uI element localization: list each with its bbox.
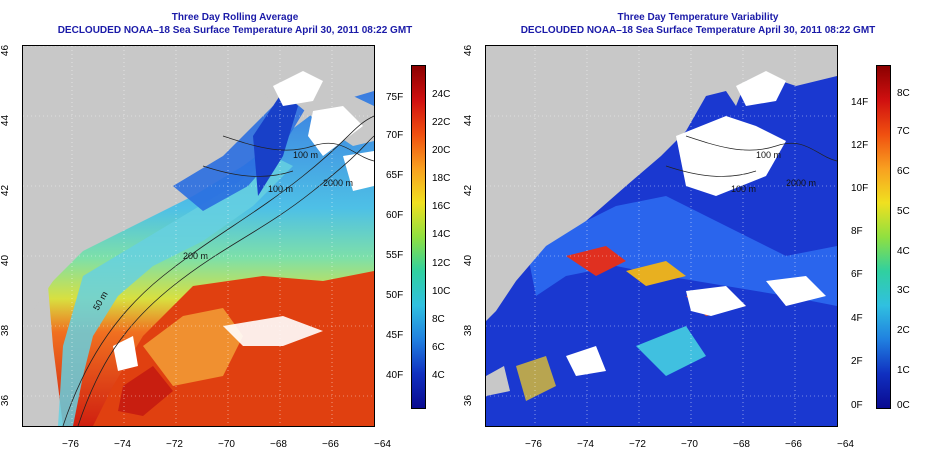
colorbar-c-label: 16C [432,201,451,212]
isobath-label: 2000 m [786,178,816,188]
colorbar-f-label: 75F [386,92,404,103]
colorbar-c-label: 4C [432,370,445,381]
variability-colorbar [876,65,891,409]
colorbar-c-label: 8C [897,88,910,99]
lat-tick: 38 [0,324,12,337]
lon-tick: −70 [681,439,698,450]
lon-tick: −70 [218,439,235,450]
colorbar-c-label: 10C [432,286,451,297]
lat-tick: 40 [0,254,12,267]
sst-average-map-svg: 100 m 100 m 2000 m 200 m 50 m [23,46,374,426]
colorbar-c-label: 6C [432,342,445,353]
colorbar-f-label: 50F [386,290,404,301]
sst-variability-map[interactable]: 100 m 100 m 2000 m [485,45,838,427]
right-panel: Three Day Temperature Variability DECLOU… [463,0,933,475]
colorbar-c-label: 20C [432,145,451,156]
lon-tick: −68 [733,439,750,450]
colorbar-f-label: 4F [851,313,863,324]
colorbar-c-label: 4C [897,246,910,257]
lon-tick: −72 [166,439,183,450]
lat-tick: 42 [0,184,12,197]
lon-tick: −74 [114,439,131,450]
colorbar-f-label: 55F [386,250,404,261]
lat-tick: 44 [463,114,475,127]
colorbar-f-label: 60F [386,210,404,221]
isobath-label: 2000 m [323,178,353,188]
colorbar-f-label: 70F [386,130,404,141]
lat-tick: 40 [463,254,475,267]
right-subtitle: DECLOUDED NOAA–18 Sea Surface Temperatur… [520,25,876,36]
sst-average-map[interactable]: 100 m 100 m 2000 m 200 m 50 m [22,45,375,427]
colorbar-f-label: 2F [851,356,863,367]
left-title: Three Day Rolling Average [171,12,299,23]
lon-tick: −64 [837,439,854,450]
colorbar-c-label: 12C [432,258,451,269]
colorbar-f-label: 40F [386,370,404,381]
colorbar-c-label: 8C [432,314,445,325]
colorbar-c-label: 6C [897,166,910,177]
isobath-label: 100 m [756,150,781,160]
lat-tick: 36 [0,394,12,407]
colorbar-f-label: 45F [386,330,404,341]
left-subtitle: DECLOUDED NOAA–18 Sea Surface Temperatur… [57,25,413,36]
lon-tick: −64 [374,439,391,450]
lon-tick: −66 [785,439,802,450]
colorbar-f-label: 8F [851,226,863,237]
sst-colorbar [411,65,426,409]
colorbar-f-label: 65F [386,170,404,181]
lat-tick: 42 [463,184,475,197]
lon-tick: −66 [322,439,339,450]
colorbar-c-label: 0C [897,400,910,411]
lat-tick: 46 [0,44,12,57]
lon-tick: −68 [270,439,287,450]
right-title: Three Day Temperature Variability [617,12,779,23]
colorbar-f-label: 14F [851,97,869,108]
colorbar-f-label: 0F [851,400,863,411]
colorbar-c-label: 14C [432,229,451,240]
land-area [23,46,374,321]
colorbar-f-label: 10F [851,183,869,194]
colorbar-c-label: 24C [432,89,451,100]
sst-variability-map-svg: 100 m 100 m 2000 m [486,46,837,426]
colorbar-c-label: 3C [897,285,910,296]
colorbar-c-label: 1C [897,365,910,376]
left-panel: Three Day Rolling Average DECLOUDED NOAA… [0,0,470,475]
lon-tick: −76 [525,439,542,450]
lon-tick: −74 [577,439,594,450]
lat-tick: 46 [463,44,475,57]
isobath-label: 100 m [731,184,756,194]
colorbar-c-label: 18C [432,173,451,184]
colorbar-f-label: 12F [851,140,869,151]
lat-tick: 36 [463,394,475,407]
isobath-label: 100 m [268,184,293,194]
lon-tick: −76 [62,439,79,450]
lat-tick: 38 [463,324,475,337]
colorbar-f-label: 6F [851,269,863,280]
colorbar-c-label: 7C [897,126,910,137]
colorbar-c-label: 2C [897,325,910,336]
lat-tick: 44 [0,114,12,127]
colorbar-c-label: 5C [897,206,910,217]
colorbar-c-label: 22C [432,117,451,128]
isobath-label: 100 m [293,150,318,160]
lon-tick: −72 [629,439,646,450]
